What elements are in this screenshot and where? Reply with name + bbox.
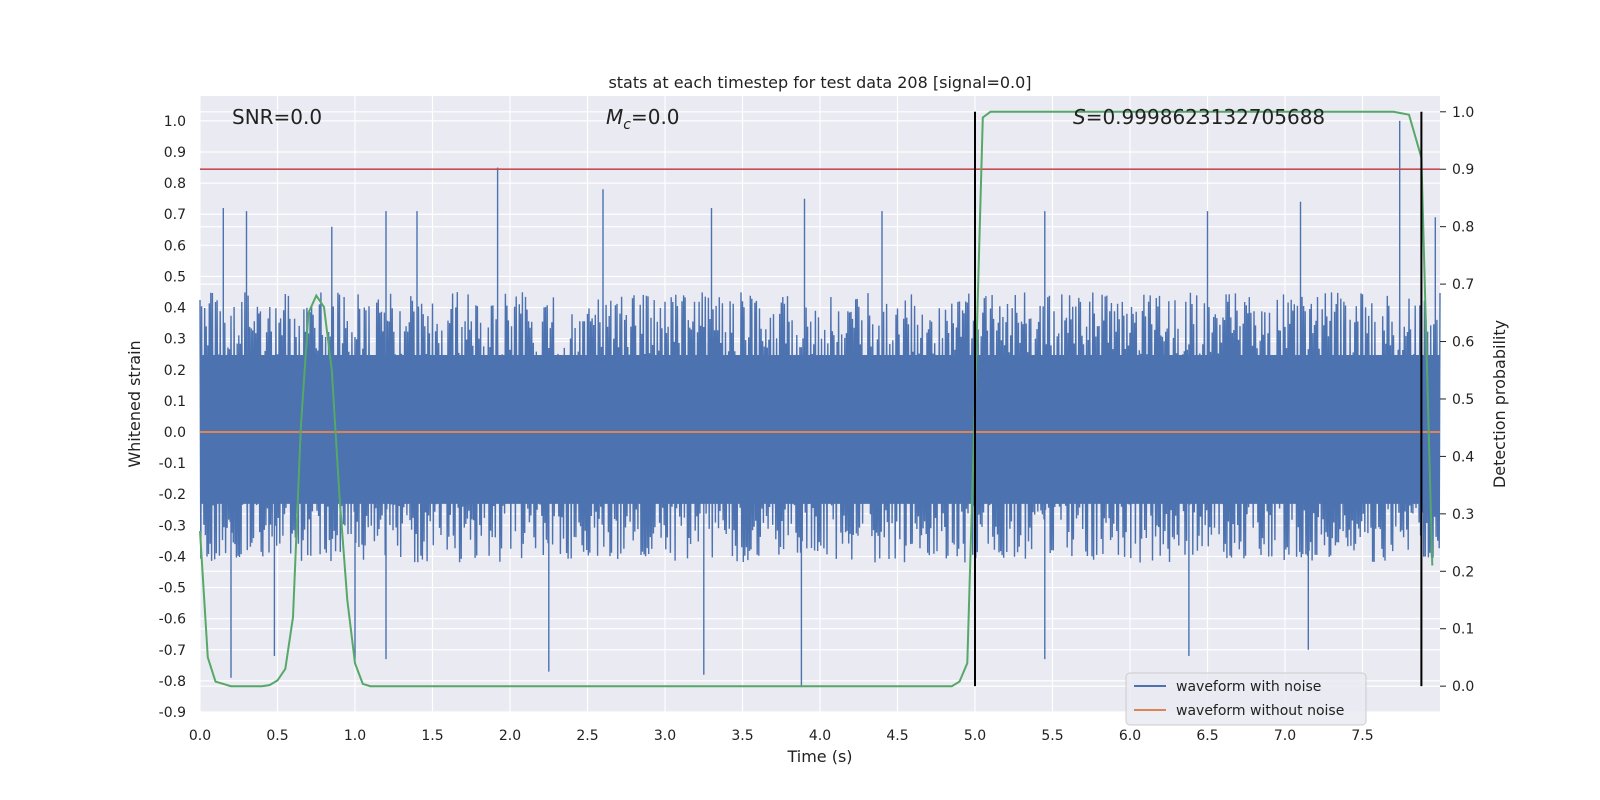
y-tick-label: 0.4 xyxy=(164,301,186,317)
y-tick-label: 0.3 xyxy=(164,332,186,348)
x-tick-labels: 0.0 0.5 1.0 1.5 2.0 2.5 3.0 3.5 4.0 4.5 5.0 5.5 6.0 6… xyxy=(189,728,1374,744)
y2-tick-label: 0.4 xyxy=(1452,449,1474,465)
s-annotation: S=0.9998623132705688 xyxy=(1073,105,1325,129)
x-tick-label: 6.0 xyxy=(1119,728,1141,744)
y2-tick-label: 0.9 xyxy=(1452,162,1474,178)
x-tick-label: 0.5 xyxy=(266,728,288,744)
series-detection-probability xyxy=(199,110,1434,688)
x-tick-label: 5.0 xyxy=(964,728,986,744)
y-tick-label: 0.1 xyxy=(164,394,186,410)
mc-symbol: M xyxy=(606,105,623,129)
mc-annotation: Mc=0.0 xyxy=(606,105,680,133)
y-tick-label: -0.2 xyxy=(159,487,186,503)
x-tick-label: 7.0 xyxy=(1274,728,1296,744)
noise-trace xyxy=(199,120,1441,688)
y-tick-label: 0.7 xyxy=(164,207,186,223)
x-tick-label: 3.5 xyxy=(731,728,753,744)
s-symbol: S xyxy=(1073,105,1086,129)
x-axis-label: Time (s) xyxy=(786,747,852,766)
x-tick-label: 4.0 xyxy=(809,728,831,744)
y-tick-label: 0.5 xyxy=(164,269,186,285)
y-tick-label: 0.9 xyxy=(164,145,186,161)
legend-label-clean: waveform without noise xyxy=(1176,703,1344,719)
y2-tick-label: 0.8 xyxy=(1452,220,1474,236)
y2-tick-label: 0.7 xyxy=(1452,277,1474,293)
vertical-markers xyxy=(974,111,1423,687)
chart-title: stats at each timestep for test data 208… xyxy=(608,73,1031,92)
legend-box xyxy=(1125,672,1367,726)
x-tick-label: 6.5 xyxy=(1196,728,1218,744)
y2-tick-label: 0.5 xyxy=(1452,392,1474,408)
x-tick-label: 1.5 xyxy=(421,728,443,744)
y-tick-label: -0.6 xyxy=(159,612,186,628)
y-axis-label: Whitened strain xyxy=(125,340,144,467)
y-tick-label: -0.8 xyxy=(159,674,186,690)
y2-tick-label: 1.0 xyxy=(1452,105,1474,121)
s-value: =0.9998623132705688 xyxy=(1086,105,1325,129)
y-tick-label: 0.2 xyxy=(164,363,186,379)
y-tick-label: 1.0 xyxy=(164,114,186,130)
x-tick-label: 1.0 xyxy=(344,728,366,744)
series-waveform-with-noise xyxy=(199,120,1441,688)
y2-tick-label: 0.0 xyxy=(1452,679,1474,695)
y2-tick-label: 0.6 xyxy=(1452,335,1474,351)
x-tick-label: 3.0 xyxy=(654,728,676,744)
x-tick-label: 2.0 xyxy=(499,728,521,744)
y2-tick-label: 0.2 xyxy=(1452,564,1474,580)
x-tick-label: 4.5 xyxy=(886,728,908,744)
snr-annotation: SNR=0.0 xyxy=(232,105,322,129)
y-tick-label: -0.3 xyxy=(159,518,186,534)
x-tick-label: 7.5 xyxy=(1351,728,1373,744)
y-tick-label: -0.9 xyxy=(159,705,186,721)
x-tick-label: 0.0 xyxy=(189,728,211,744)
y2-tick-label: 0.3 xyxy=(1452,507,1474,523)
x-tick-label: 2.5 xyxy=(576,728,598,744)
y2-axis-label: Detection probability xyxy=(1490,320,1509,488)
y-tick-label: 0.0 xyxy=(164,425,186,441)
y2-tick-labels: 1.0 0.9 0.8 0.7 0.6 0.5 0.4 0.3 0.2 0.1 0.0 xyxy=(1440,105,1474,695)
y-tick-label: -0.4 xyxy=(159,549,186,565)
legend: waveform with noise waveform without noi… xyxy=(1125,672,1367,726)
mc-value: =0.0 xyxy=(631,105,680,129)
x-tick-label: 5.5 xyxy=(1041,728,1063,744)
mc-subscript: c xyxy=(623,117,631,133)
y-tick-label: 0.8 xyxy=(164,176,186,192)
y-tick-labels: 1.0 0.9 0.8 0.7 0.6 0.5 0.4 0.3 0.2 0.1 0.0 -0.1 -0.… xyxy=(159,114,186,721)
legend-label-noise: waveform with noise xyxy=(1176,679,1321,695)
y2-tick-label: 0.1 xyxy=(1452,622,1474,638)
y-tick-label: -0.7 xyxy=(159,643,186,659)
y-tick-label: -0.1 xyxy=(159,456,186,472)
y-tick-label: 0.6 xyxy=(164,238,186,254)
y-tick-label: -0.5 xyxy=(159,581,186,597)
